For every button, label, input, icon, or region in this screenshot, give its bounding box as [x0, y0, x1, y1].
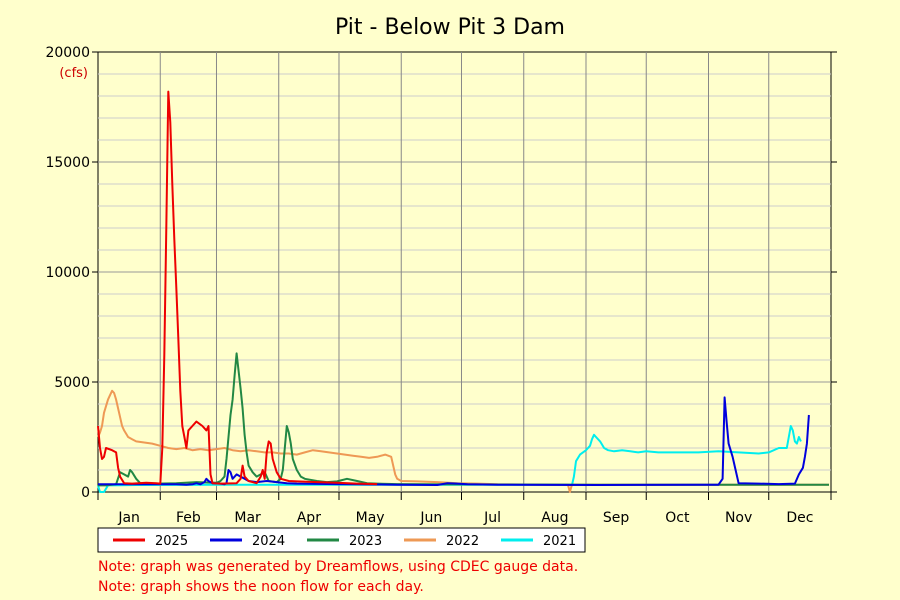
x-tick-label: Oct [665, 510, 690, 526]
x-tick-label: May [356, 510, 385, 526]
grid [98, 52, 831, 492]
legend-label-2025: 2025 [155, 534, 188, 549]
legend-label-2024: 2024 [252, 534, 285, 549]
y-axis-unit: (cfs) [59, 66, 88, 81]
note-noon-flow: Note: graph shows the noon flow for each… [98, 579, 424, 595]
x-tick-label: Jan [117, 510, 140, 526]
legend: 2025 2024 2023 2022 2021 [97, 527, 586, 553]
y-tick-label: 20000 [45, 45, 90, 61]
chart-title: Pit - Below Pit 3 Dam [335, 15, 565, 40]
series-line-2023 [98, 352, 829, 487]
x-tick-label: Aug [541, 510, 568, 526]
series-line-2025 [97, 90, 378, 486]
x-tick-label: Dec [786, 510, 813, 526]
x-tick-label: Jun [419, 510, 442, 526]
x-axis: Jan Feb Mar Apr May Jun Jul Aug Sep Oct Nov Dec [97, 492, 832, 526]
x-tick-label: Feb [176, 510, 201, 526]
legend-label-2022: 2022 [446, 534, 479, 549]
x-tick-label: Apr [297, 510, 321, 526]
legend-label-2021: 2021 [543, 534, 576, 549]
x-tick-label: Sep [603, 510, 630, 526]
x-tick-label: Mar [234, 510, 261, 526]
legend-label-2023: 2023 [349, 534, 382, 549]
note-dreamflows: Note: graph was generated by Dreamflows,… [98, 559, 578, 575]
y-tick-label: 15000 [45, 155, 90, 171]
x-tick-label: Jul [483, 510, 501, 526]
series-line-2024 [98, 396, 810, 486]
series-line-2022 [97, 389, 829, 493]
y-tick-label: 10000 [45, 265, 90, 281]
x-tick-label: Nov [725, 510, 752, 526]
y-tick-label: 0 [81, 485, 90, 501]
y-tick-label: 5000 [54, 375, 90, 391]
series-lines [97, 90, 829, 493]
y-axis: 0 5000 10000 15000 20000 [45, 45, 837, 501]
